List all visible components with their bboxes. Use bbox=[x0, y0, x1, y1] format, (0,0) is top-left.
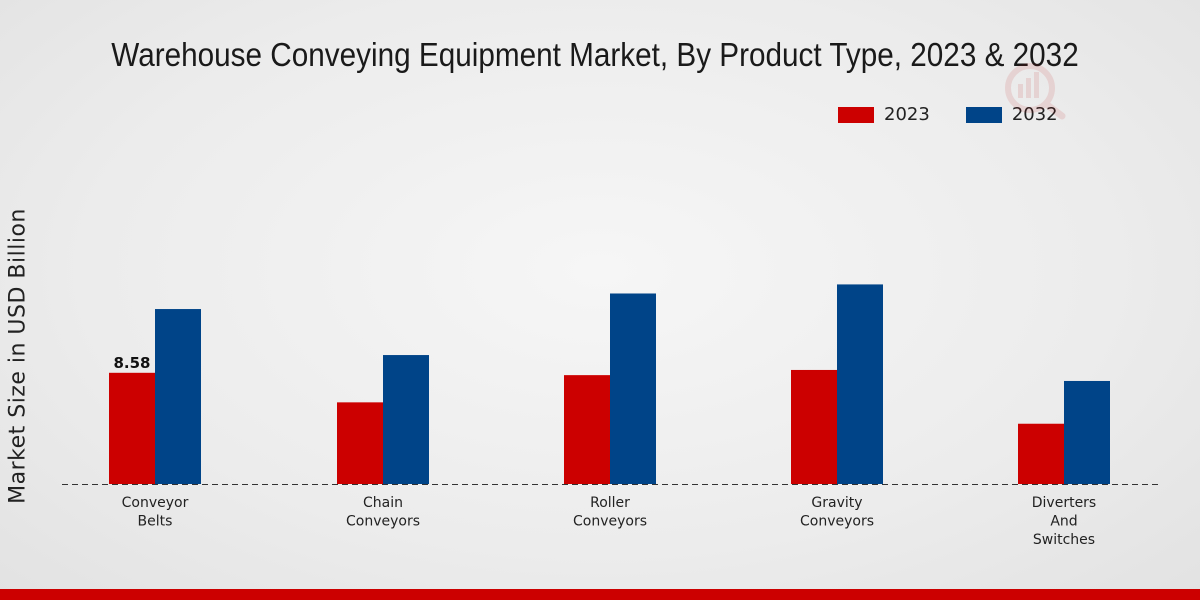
x-tick-label-3: Gravity Conveyors bbox=[800, 495, 874, 530]
footer-bar bbox=[0, 589, 1200, 600]
bar-2032-1[interactable] bbox=[383, 355, 429, 484]
legend-label-2032: 2032 bbox=[1011, 104, 1058, 125]
bar-2023-1[interactable] bbox=[337, 402, 383, 484]
legend-swatch-2023 bbox=[838, 106, 874, 123]
bar-2032-0[interactable] bbox=[155, 309, 201, 484]
x-tick-label-0: Conveyor Belts bbox=[122, 495, 189, 530]
x-tick-label-2: Roller Conveyors bbox=[573, 495, 647, 530]
legend-swatch-2032 bbox=[965, 106, 1002, 123]
x-tick-labels: Conveyor Belts Chain Conveyors Roller Conveyo… bbox=[122, 495, 1097, 548]
bars-layer bbox=[109, 284, 1110, 484]
legend: 2023 2032 bbox=[838, 104, 1058, 125]
data-label-0: 8.58 bbox=[113, 354, 150, 372]
chart-title: Warehouse Conveying Equipment Market, By… bbox=[111, 36, 1079, 73]
bar-2023-4[interactable] bbox=[1018, 423, 1064, 484]
bar-2023-2[interactable] bbox=[564, 375, 610, 484]
bar-2023-3[interactable] bbox=[791, 369, 837, 484]
legend-item-2032[interactable]: 2032 bbox=[965, 104, 1058, 125]
legend-item-2023[interactable]: 2023 bbox=[838, 104, 930, 125]
bar-2032-4[interactable] bbox=[1064, 380, 1110, 484]
data-labels: 8.58 bbox=[113, 354, 150, 372]
x-tick-label-1: Chain Conveyors bbox=[346, 495, 420, 530]
bar-2032-3[interactable] bbox=[837, 284, 883, 484]
bar-2032-2[interactable] bbox=[610, 293, 656, 484]
x-tick-label-4: Diverters And Switches bbox=[1032, 495, 1096, 548]
legend-label-2023: 2023 bbox=[884, 104, 930, 125]
watermark-logo-icon bbox=[1005, 63, 1066, 120]
bar-2023-0[interactable] bbox=[109, 372, 155, 484]
